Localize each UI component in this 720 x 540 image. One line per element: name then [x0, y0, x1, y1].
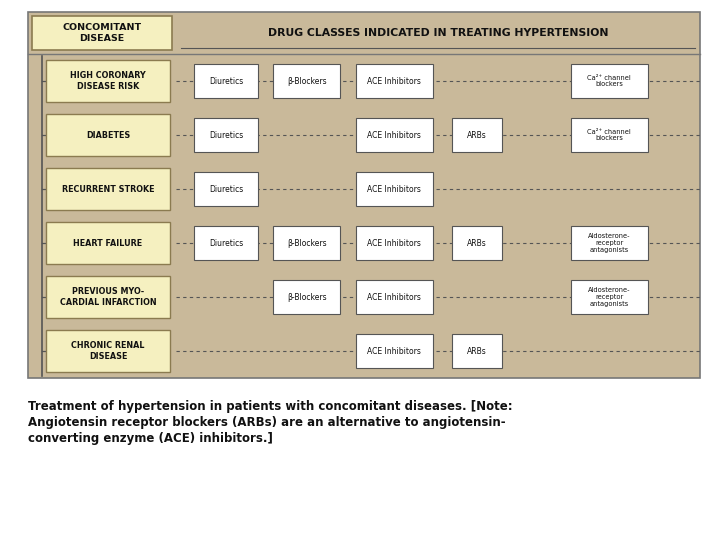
Text: β-Blockers: β-Blockers: [287, 239, 327, 247]
Text: HIGH CORONARY
DISEASE RISK: HIGH CORONARY DISEASE RISK: [70, 71, 146, 91]
Text: Aldosterone-
receptor
antagonists: Aldosterone- receptor antagonists: [588, 287, 631, 307]
Bar: [356, 334, 433, 368]
Text: ACE Inhibitors: ACE Inhibitors: [367, 185, 421, 193]
Bar: [46, 222, 170, 264]
Bar: [46, 168, 170, 210]
Bar: [451, 118, 502, 152]
Text: Angiotensin receptor blockers (ARBs) are an alternative to angiotensin-: Angiotensin receptor blockers (ARBs) are…: [28, 416, 505, 429]
Bar: [571, 64, 648, 98]
Bar: [194, 172, 258, 206]
Bar: [194, 226, 258, 260]
Text: β-Blockers: β-Blockers: [287, 77, 327, 85]
Text: CHRONIC RENAL
DISEASE: CHRONIC RENAL DISEASE: [71, 341, 145, 361]
Text: ACE Inhibitors: ACE Inhibitors: [367, 131, 421, 139]
Bar: [28, 12, 700, 378]
Bar: [46, 330, 170, 372]
Bar: [46, 60, 170, 102]
Text: Diuretics: Diuretics: [209, 77, 243, 85]
Text: Diuretics: Diuretics: [209, 131, 243, 139]
Text: ARBs: ARBs: [467, 239, 487, 247]
Text: converting enzyme (ACE) inhibitors.]: converting enzyme (ACE) inhibitors.]: [28, 432, 273, 445]
Bar: [194, 118, 258, 152]
Bar: [274, 64, 341, 98]
Text: Diuretics: Diuretics: [209, 185, 243, 193]
Text: ACE Inhibitors: ACE Inhibitors: [367, 293, 421, 301]
Bar: [356, 226, 433, 260]
Text: Treatment of hypertension in patients with concomitant diseases. [Note:: Treatment of hypertension in patients wi…: [28, 400, 513, 413]
Bar: [194, 64, 258, 98]
Text: Ca²⁺ channel
blockers: Ca²⁺ channel blockers: [588, 129, 631, 141]
Text: DRUG CLASSES INDICATED IN TREATING HYPERTENSION: DRUG CLASSES INDICATED IN TREATING HYPER…: [268, 28, 608, 38]
Text: DIABETES: DIABETES: [86, 131, 130, 139]
Bar: [356, 64, 433, 98]
Bar: [32, 16, 172, 50]
Bar: [571, 226, 648, 260]
Text: Ca²⁺ channel
blockers: Ca²⁺ channel blockers: [588, 75, 631, 87]
Bar: [451, 226, 502, 260]
Bar: [356, 172, 433, 206]
Bar: [356, 118, 433, 152]
Bar: [451, 334, 502, 368]
Text: ARBs: ARBs: [467, 131, 487, 139]
Bar: [274, 226, 341, 260]
Text: HEART FAILURE: HEART FAILURE: [73, 239, 143, 247]
Text: CONCOMITANT
DISEASE: CONCOMITANT DISEASE: [63, 23, 142, 43]
Bar: [46, 276, 170, 318]
Text: ACE Inhibitors: ACE Inhibitors: [367, 347, 421, 355]
Text: Diuretics: Diuretics: [209, 239, 243, 247]
Text: ACE Inhibitors: ACE Inhibitors: [367, 239, 421, 247]
Text: Aldosterone-
receptor
antagonists: Aldosterone- receptor antagonists: [588, 233, 631, 253]
Bar: [274, 280, 341, 314]
Text: RECURRENT STROKE: RECURRENT STROKE: [62, 185, 154, 193]
Text: PREVIOUS MYO-
CARDIAL INFARCTION: PREVIOUS MYO- CARDIAL INFARCTION: [60, 287, 156, 307]
Bar: [571, 118, 648, 152]
Bar: [356, 280, 433, 314]
Text: ACE Inhibitors: ACE Inhibitors: [367, 77, 421, 85]
Bar: [46, 114, 170, 156]
Text: ARBs: ARBs: [467, 347, 487, 355]
Text: β-Blockers: β-Blockers: [287, 293, 327, 301]
Bar: [571, 280, 648, 314]
